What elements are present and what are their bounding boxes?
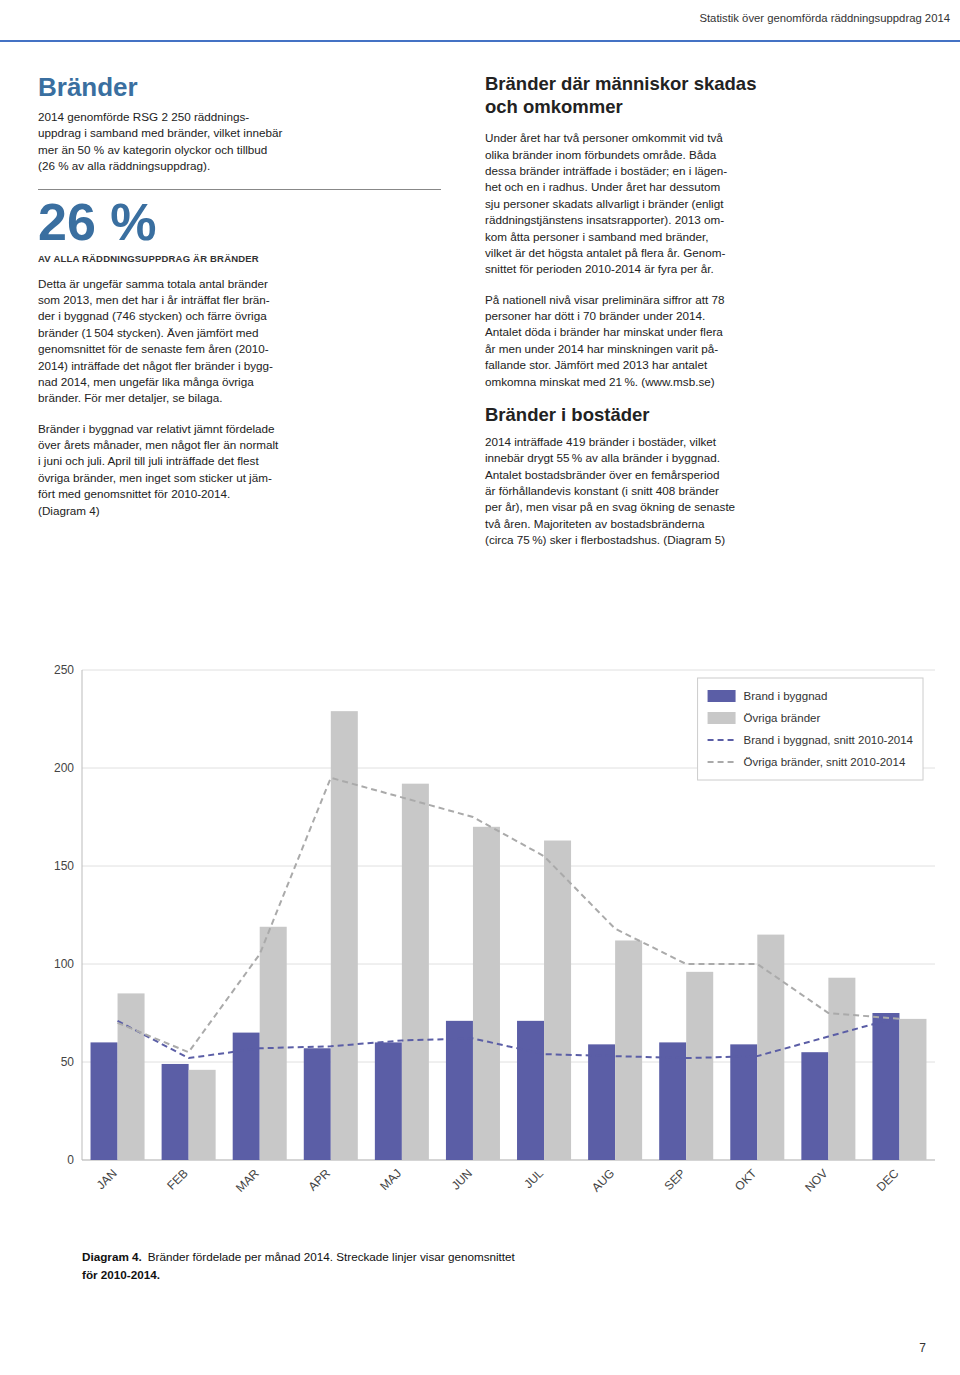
legend-swatch (708, 712, 736, 724)
x-tick-label: FEB (164, 1166, 190, 1192)
big-number-caption: AV ALLA RÄDDNINGSUPPDRAG ÄR BRÄNDER (38, 253, 458, 264)
caption-line: Diagram 4. Bränder fördelade per månad 20… (82, 1248, 515, 1266)
legend-label: Övriga bränder, snitt 2010-2014 (744, 756, 906, 768)
paragraph: 2014 inträffade 419 bränder i bostäder, … (485, 434, 940, 549)
paragraph: Under året har två personer omkommit vid… (485, 130, 940, 277)
x-tick-label: JUN (449, 1166, 475, 1192)
bar (375, 1042, 402, 1160)
legend-swatch (708, 739, 736, 741)
legend-swatch (708, 690, 736, 702)
x-tick-label: AUG (589, 1166, 617, 1194)
x-tick-label: DEC (874, 1166, 902, 1194)
y-tick-label: 200 (54, 761, 74, 775)
paragraph: Detta är ungefär samma totala antal brän… (38, 276, 458, 407)
bar (730, 1044, 757, 1160)
legend-label: Brand i byggnad, snitt 2010-2014 (744, 734, 914, 746)
bar (757, 935, 784, 1160)
x-tick-label: SEP (661, 1166, 688, 1193)
grid-line (82, 964, 935, 965)
line (118, 1017, 900, 1058)
bar (446, 1021, 473, 1160)
caption-label: Diagram 4. (82, 1250, 142, 1263)
header-rule (0, 40, 960, 42)
page-header: Statistik över genomförda räddningsuppdr… (699, 12, 950, 24)
x-tick-label: APR (306, 1166, 334, 1194)
bar (588, 1044, 615, 1160)
bar (233, 1033, 260, 1160)
bar (801, 1052, 828, 1160)
bar (260, 927, 287, 1160)
grid-line (82, 866, 935, 867)
legend-label: Brand i byggnad (744, 690, 828, 702)
x-tick-label: NOV (802, 1166, 830, 1194)
section-title: Bränder (38, 72, 458, 103)
y-tick-label: 250 (54, 663, 74, 677)
legend-box (698, 678, 923, 780)
big-number: 26 % (38, 194, 458, 251)
x-tick-label: JUL (521, 1166, 546, 1191)
bar (517, 1021, 544, 1160)
paragraph: Bränder i byggnad var relativt jämnt för… (38, 421, 458, 519)
y-tick-label: 50 (61, 1055, 75, 1069)
x-tick-label: JAN (94, 1166, 120, 1192)
separator (38, 189, 441, 190)
y-tick-label: 100 (54, 957, 74, 971)
legend-swatch (708, 761, 736, 763)
bar (162, 1064, 189, 1160)
chart-caption: Diagram 4. Bränder fördelade per månad 20… (82, 1248, 515, 1283)
paragraph: På nationell nivå visar preliminära siff… (485, 292, 940, 390)
bar (686, 972, 713, 1160)
y-tick-label: 0 (67, 1153, 74, 1167)
x-tick-label: OKT (732, 1166, 760, 1194)
bar (473, 827, 500, 1160)
bar (615, 940, 642, 1160)
bar (828, 978, 855, 1160)
bar (118, 993, 145, 1160)
right-column: Bränder där människor skadas och omkomme… (485, 72, 940, 563)
bar (304, 1048, 331, 1160)
bar (872, 1013, 899, 1160)
bar (899, 1019, 926, 1160)
section-subheading: Bränder i bostäder (485, 404, 940, 426)
bar (659, 1042, 686, 1160)
bar (189, 1070, 216, 1160)
x-tick-label: MAJ (377, 1166, 404, 1193)
paragraph: 2014 genomförde RSG 2 250 räddnings- upp… (38, 109, 458, 175)
line (118, 778, 900, 1052)
caption-text: Bränder fördelade per månad 2014. Streck… (148, 1250, 515, 1263)
bar (402, 784, 429, 1160)
bar (91, 1042, 118, 1160)
grid-line (82, 670, 935, 671)
y-axis: 0 50 100 150 200 250 (54, 663, 935, 1167)
y-axis-line (82, 670, 83, 1160)
left-column: Bränder 2014 genomförde RSG 2 250 räddnin… (38, 72, 458, 533)
bar (544, 841, 571, 1160)
legend-label: Övriga bränder (744, 712, 821, 724)
chart: 0 50 100 150 200 250 JAN FEB MAR APR MAJ JUN JUL AUG S… (0, 640, 960, 1240)
y-tick-label: 150 (54, 859, 74, 873)
legend: Brand i byggnad Övriga bränder Brand i byg… (698, 678, 923, 780)
page-number: 7 (919, 1341, 926, 1355)
x-axis: JAN FEB MAR APR MAJ JUN JUL AUG SEP OKT NOV DEC (94, 1166, 902, 1195)
section-heading: Bränder där människor skadas och omkomme… (485, 72, 940, 118)
caption-text: för 2010-2014. (82, 1266, 515, 1284)
x-tick-label: MAR (233, 1166, 262, 1195)
